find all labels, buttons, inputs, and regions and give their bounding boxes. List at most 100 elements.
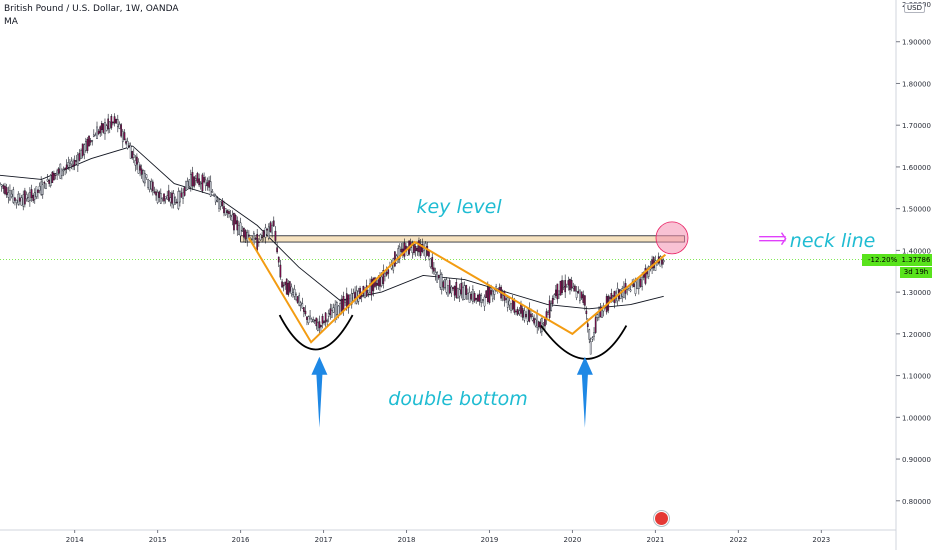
candle-body	[233, 212, 235, 231]
candle-body	[89, 140, 92, 143]
candle-body	[110, 116, 113, 128]
candle-body	[262, 230, 265, 237]
candle-body	[651, 259, 653, 269]
y-tick-label: 1.60000	[902, 164, 931, 172]
candle-body	[64, 167, 66, 170]
candle-body	[544, 318, 546, 327]
candle-body	[96, 126, 98, 140]
candle-body	[418, 240, 420, 253]
candle-body	[594, 317, 597, 333]
candle-body	[177, 191, 180, 209]
candle-body	[185, 180, 187, 191]
candle-body	[221, 200, 224, 206]
candle-body	[78, 153, 81, 161]
candle-body	[94, 134, 97, 137]
candle-body	[490, 290, 492, 295]
candle-body	[150, 181, 153, 190]
candle-body	[445, 279, 448, 293]
candle-body	[120, 124, 122, 137]
candle-body	[22, 194, 25, 207]
candle-body	[198, 178, 200, 186]
candle-body	[345, 293, 348, 308]
candle-body	[426, 246, 429, 256]
dividend-flag-icon[interactable]	[654, 511, 669, 526]
candle-body	[654, 260, 657, 271]
candle-body	[17, 193, 20, 205]
candle-body	[99, 126, 102, 134]
candle-body	[559, 280, 562, 296]
candle-body	[139, 165, 141, 171]
candle-body	[387, 269, 390, 274]
candle-body	[323, 321, 325, 323]
candle-body	[274, 230, 277, 241]
candle-body	[301, 303, 304, 309]
candle-body	[639, 279, 642, 287]
candle-body	[403, 242, 406, 257]
candle-body	[306, 316, 308, 320]
candle-body	[536, 313, 539, 328]
candle-body	[312, 319, 315, 322]
candle-body	[612, 295, 614, 297]
neck-line-label: neck line	[790, 230, 876, 252]
candle-body	[282, 284, 285, 287]
candle-body	[508, 300, 511, 306]
candle-body	[116, 119, 119, 127]
candle-body	[584, 295, 586, 306]
y-tick-label: 1.40000	[902, 247, 931, 255]
candle-body	[112, 121, 114, 124]
candle-body	[530, 313, 532, 317]
candle-body	[556, 283, 559, 300]
candle-body	[59, 163, 62, 179]
candle-body	[588, 329, 591, 340]
candle-body	[158, 191, 161, 198]
candle-body	[46, 179, 49, 182]
candle-body	[384, 273, 386, 277]
candle-body	[329, 308, 332, 316]
candle-body	[229, 215, 232, 217]
candle-body	[24, 190, 26, 205]
candle-body	[41, 184, 44, 195]
candle-body	[45, 183, 47, 190]
candle-body	[379, 276, 381, 287]
candle-body	[318, 321, 321, 329]
candle-body	[48, 179, 50, 184]
candle-body	[380, 276, 383, 286]
candle-body	[644, 268, 647, 284]
candle-body	[599, 306, 602, 318]
candle-body	[81, 143, 84, 157]
candle-body	[145, 174, 148, 178]
candle-body	[385, 271, 388, 276]
candle-body	[569, 279, 571, 291]
arrow-right-icon	[780, 232, 787, 246]
candle-body	[167, 190, 170, 201]
candle-body	[309, 315, 311, 320]
ma-indicator-label: MA	[4, 17, 18, 27]
candle-body	[421, 243, 424, 252]
candle-body	[372, 277, 375, 292]
candle-body	[365, 285, 368, 297]
candle-body	[19, 197, 21, 202]
currency-badge[interactable]: USD	[904, 3, 925, 13]
ma-layer	[0, 145, 664, 310]
candle-body	[521, 308, 524, 318]
candle-body	[431, 257, 434, 270]
candle-body	[228, 211, 230, 215]
candle-body	[131, 151, 134, 159]
candle-body	[254, 237, 257, 240]
candle-body	[159, 192, 162, 204]
chart-title: British Pound / U.S. Dollar, 1W, OANDA	[4, 4, 179, 14]
candle-body	[413, 244, 415, 254]
candle-body	[121, 130, 124, 143]
candle-body	[29, 192, 31, 202]
candle-body	[108, 121, 111, 129]
candle-body	[347, 294, 350, 309]
candle-body	[539, 321, 542, 329]
candle-body	[458, 289, 461, 297]
candle-body	[226, 210, 229, 214]
candle-body	[276, 247, 278, 253]
candle-body	[296, 296, 299, 303]
candle-body	[125, 141, 127, 144]
candle-body	[416, 247, 419, 252]
candle-body	[310, 318, 313, 322]
